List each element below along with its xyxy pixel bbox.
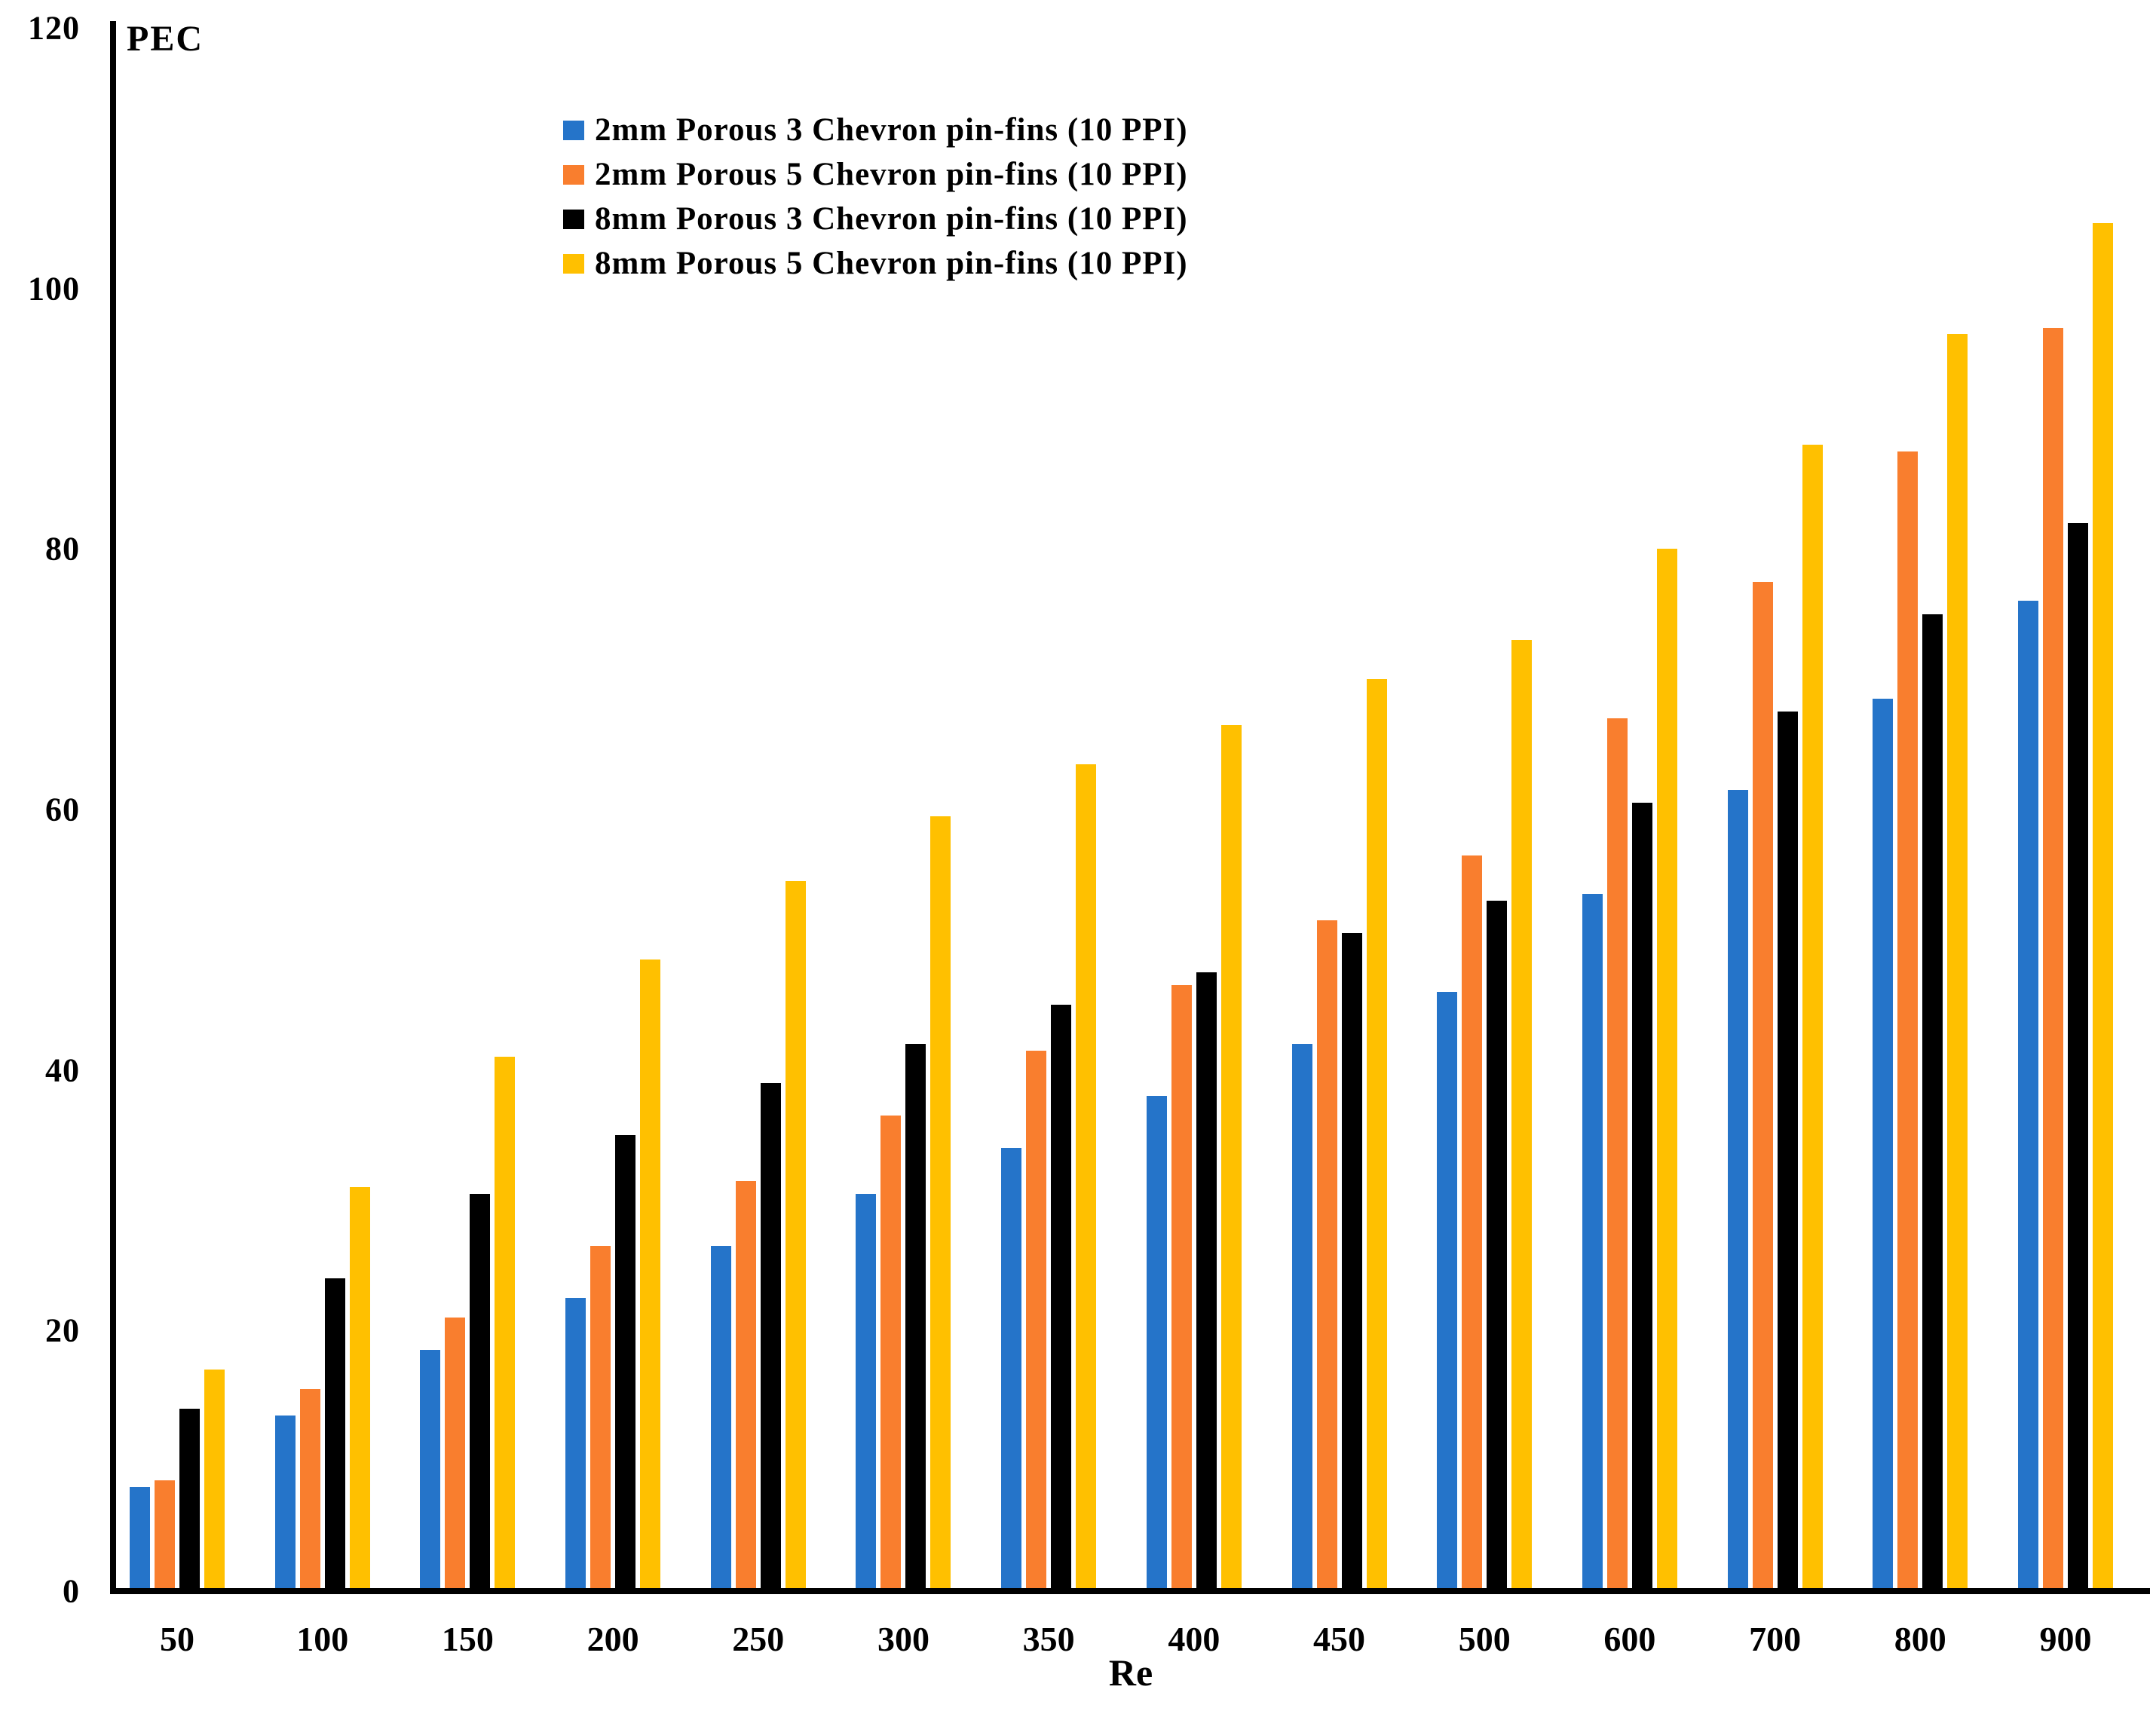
legend-label: 2mm Porous 5 Chevron pin-fins (10 PPI) <box>595 157 1188 192</box>
x-axis-title: Re <box>1108 1651 1153 1694</box>
bar-series2-re600 <box>1607 718 1628 1591</box>
bar-series3-re800 <box>1922 614 1943 1591</box>
bar-series3-re200 <box>615 1135 635 1591</box>
x-tick-label: 100 <box>296 1620 349 1658</box>
x-tick-label: 600 <box>1603 1620 1656 1658</box>
x-tick-label: 450 <box>1313 1620 1366 1658</box>
legend-swatch-icon <box>563 120 584 140</box>
legend-item-4: 8mm Porous 5 Chevron pin-fins (10 PPI) <box>563 241 1188 286</box>
bar-series3-re150 <box>470 1194 490 1591</box>
bar-series3-re300 <box>905 1044 926 1591</box>
y-tick-label: 40 <box>45 1051 80 1089</box>
legend-swatch-icon <box>563 253 584 274</box>
bar-series1-re400 <box>1147 1096 1167 1591</box>
bar-series3-re250 <box>761 1083 781 1591</box>
bar-series1-re500 <box>1437 992 1457 1591</box>
bar-series3-re50 <box>179 1409 200 1591</box>
bar-series1-re150 <box>420 1350 440 1591</box>
x-tick-label: 800 <box>1894 1620 1946 1658</box>
bar-series2-re250 <box>736 1181 756 1591</box>
bar-series4-re200 <box>640 959 660 1591</box>
bar-series4-re900 <box>2093 223 2113 1591</box>
y-tick-label: 120 <box>28 9 80 47</box>
bar-series4-re250 <box>786 881 806 1591</box>
legend-label: 8mm Porous 3 Chevron pin-fins (10 PPI) <box>595 201 1188 237</box>
bar-series1-re350 <box>1001 1148 1021 1591</box>
bar-series1-re100 <box>275 1416 296 1591</box>
y-axis-title: PEC <box>127 19 204 59</box>
bar-series2-re500 <box>1462 855 1482 1591</box>
bar-series2-re800 <box>1897 451 1918 1591</box>
x-tick-label: 300 <box>877 1620 929 1658</box>
bar-series4-re800 <box>1947 334 1968 1591</box>
x-tick-label: 350 <box>1022 1620 1075 1658</box>
bar-series4-re700 <box>1802 445 1823 1591</box>
bar-series2-re900 <box>2043 328 2063 1591</box>
bar-series4-re400 <box>1221 725 1242 1591</box>
bar-series3-re350 <box>1051 1005 1071 1591</box>
legend-item-1: 2mm Porous 3 Chevron pin-fins (10 PPI) <box>563 108 1188 152</box>
bar-series4-re450 <box>1367 679 1387 1591</box>
y-tick-label: 80 <box>45 530 80 568</box>
bar-series2-re350 <box>1026 1051 1046 1591</box>
bar-series3-re500 <box>1487 901 1507 1591</box>
bar-series4-re100 <box>350 1187 370 1591</box>
x-tick-label: 900 <box>2039 1620 2092 1658</box>
x-tick-label: 250 <box>732 1620 785 1658</box>
x-axis-line <box>110 1588 2150 1594</box>
bar-series1-re800 <box>1873 699 1893 1591</box>
y-tick-label: 20 <box>45 1311 80 1349</box>
bar-series4-re350 <box>1076 764 1096 1591</box>
x-tick-label: 500 <box>1458 1620 1511 1658</box>
chart-legend: 2mm Porous 3 Chevron pin-fins (10 PPI) 2m… <box>563 108 1188 286</box>
x-tick-label: 150 <box>441 1620 494 1658</box>
bar-series3-re100 <box>325 1278 345 1591</box>
bar-series2-re300 <box>880 1116 901 1591</box>
bar-series4-re150 <box>495 1057 515 1591</box>
bar-series1-re250 <box>711 1246 731 1591</box>
bar-series2-re150 <box>445 1318 465 1591</box>
x-tick-label: 700 <box>1749 1620 1802 1658</box>
bar-series3-re700 <box>1778 712 1798 1591</box>
bar-series4-re500 <box>1511 640 1532 1591</box>
bar-series3-re600 <box>1632 803 1652 1591</box>
bar-series3-re900 <box>2068 523 2088 1591</box>
bar-series1-re600 <box>1582 894 1603 1591</box>
y-tick-label: 100 <box>28 270 80 308</box>
legend-item-2: 2mm Porous 5 Chevron pin-fins (10 PPI) <box>563 152 1188 197</box>
bar-series3-re450 <box>1342 933 1362 1591</box>
x-tick-label: 400 <box>1168 1620 1220 1658</box>
y-tick-label: 60 <box>45 791 80 828</box>
bar-series4-re50 <box>204 1370 225 1591</box>
legend-label: 2mm Porous 3 Chevron pin-fins (10 PPI) <box>595 112 1188 148</box>
legend-item-3: 8mm Porous 3 Chevron pin-fins (10 PPI) <box>563 197 1188 241</box>
bar-series2-re200 <box>590 1246 611 1591</box>
bar-series1-re450 <box>1292 1044 1312 1591</box>
y-tick-label: 0 <box>63 1572 80 1610</box>
bar-series2-re400 <box>1171 985 1192 1591</box>
bar-series1-re900 <box>2018 601 2038 1591</box>
bar-series2-re50 <box>155 1480 175 1591</box>
x-tick-label: 200 <box>586 1620 639 1658</box>
bar-series1-re700 <box>1728 790 1748 1591</box>
legend-swatch-icon <box>563 209 584 229</box>
bar-series2-re100 <box>300 1389 320 1591</box>
bar-series1-re300 <box>856 1194 876 1591</box>
legend-label: 8mm Porous 5 Chevron pin-fins (10 PPI) <box>595 246 1188 281</box>
legend-swatch-icon <box>563 164 584 185</box>
y-axis-line <box>110 21 116 1594</box>
bar-series4-re600 <box>1657 549 1677 1591</box>
x-tick-label: 50 <box>160 1620 194 1658</box>
bar-series2-re700 <box>1753 582 1773 1591</box>
bar-series1-re50 <box>130 1487 150 1591</box>
bar-series4-re300 <box>930 816 951 1591</box>
bar-series3-re400 <box>1196 972 1217 1591</box>
bar-series1-re200 <box>565 1298 586 1591</box>
bar-series2-re450 <box>1317 920 1337 1591</box>
